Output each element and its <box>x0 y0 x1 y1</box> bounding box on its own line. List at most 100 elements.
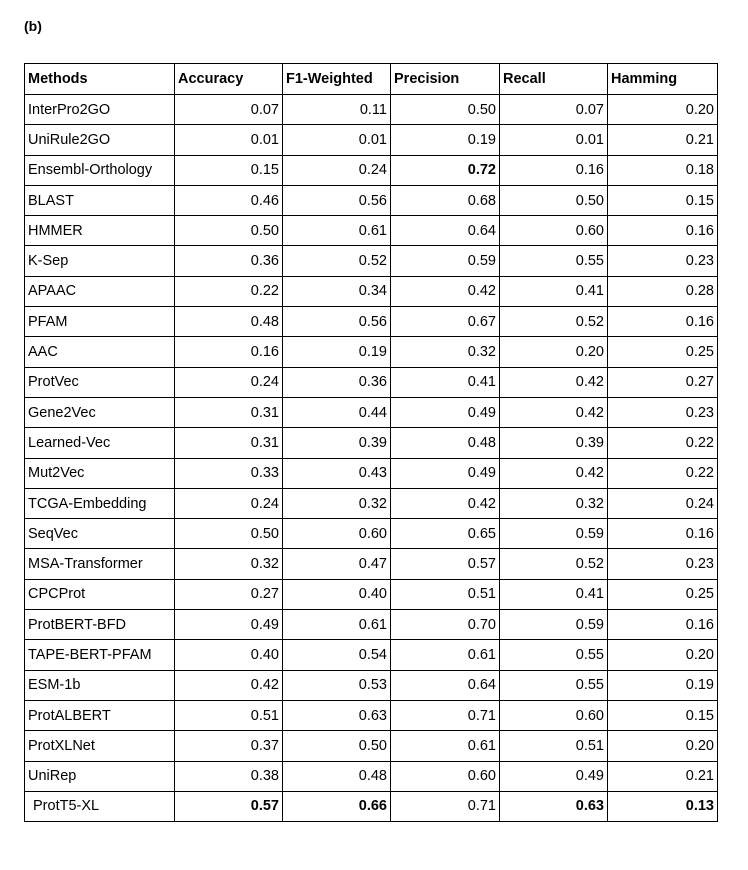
precision-cell: 0.49 <box>390 396 500 429</box>
accuracy-cell: 0.22 <box>174 275 283 308</box>
precision-cell: 0.41 <box>390 366 500 398</box>
accuracy-cell: 0.16 <box>174 336 283 368</box>
precision-cell: 0.60 <box>390 760 500 792</box>
header-recall: Recall <box>499 63 608 95</box>
method-name-cell: MSA-Transformer <box>24 548 175 580</box>
f1-weighted-cell: 0.44 <box>282 396 391 429</box>
header-row: Methods Accuracy F1-Weighted Precision R… <box>24 63 718 95</box>
accuracy-cell: 0.33 <box>174 457 283 489</box>
table-row: SeqVec 0.50 0.60 0.65 0.59 0.16 <box>24 518 718 550</box>
table-row: ESM-1b 0.42 0.53 0.64 0.55 0.19 <box>24 669 718 701</box>
f1-weighted-cell: 0.36 <box>282 366 391 398</box>
f1-weighted-cell: 0.52 <box>282 245 391 277</box>
f1-weighted-cell: 0.24 <box>282 154 391 186</box>
panel-label: (b) <box>24 18 42 34</box>
table-row: K-Sep 0.36 0.52 0.59 0.55 0.23 <box>24 245 718 277</box>
precision-cell: 0.61 <box>390 730 500 762</box>
precision-cell: 0.72 <box>390 154 500 186</box>
recall-cell: 0.49 <box>499 760 608 792</box>
hamming-cell: 0.25 <box>607 336 718 368</box>
method-name-cell: APAAC <box>24 275 175 308</box>
accuracy-cell: 0.32 <box>174 548 283 580</box>
hamming-cell: 0.19 <box>607 669 718 701</box>
accuracy-cell: 0.37 <box>174 730 283 762</box>
precision-cell: 0.70 <box>390 609 500 641</box>
hamming-cell: 0.15 <box>607 184 718 217</box>
precision-cell: 0.65 <box>390 518 500 550</box>
precision-cell: 0.61 <box>390 639 500 671</box>
f1-weighted-cell: 0.50 <box>282 730 391 762</box>
method-name-cell: CPCProt <box>24 578 175 611</box>
table-row: CPCProt 0.27 0.40 0.51 0.41 0.25 <box>24 578 718 611</box>
precision-cell: 0.68 <box>390 184 500 217</box>
precision-cell: 0.42 <box>390 487 500 520</box>
f1-weighted-cell: 0.34 <box>282 275 391 308</box>
precision-cell: 0.19 <box>390 124 500 156</box>
method-name-cell: PFAM <box>24 306 175 338</box>
hamming-cell: 0.18 <box>607 154 718 186</box>
table-row: PFAM 0.48 0.56 0.67 0.52 0.16 <box>24 306 718 338</box>
recall-cell: 0.16 <box>499 154 608 186</box>
hamming-cell: 0.21 <box>607 760 718 792</box>
recall-cell: 0.55 <box>499 245 608 277</box>
method-name-cell: ProtALBERT <box>24 699 175 732</box>
method-name-cell: Mut2Vec <box>24 457 175 489</box>
table-row: UniRep 0.38 0.48 0.60 0.49 0.21 <box>24 760 718 792</box>
method-name-cell: InterPro2GO <box>24 93 175 126</box>
recall-cell: 0.41 <box>499 578 608 611</box>
precision-cell: 0.67 <box>390 306 500 338</box>
hamming-cell: 0.16 <box>607 306 718 338</box>
method-name-cell: K-Sep <box>24 245 175 277</box>
recall-cell: 0.32 <box>499 487 608 520</box>
method-name-cell: UniRule2GO <box>24 124 175 156</box>
recall-cell: 0.20 <box>499 336 608 368</box>
accuracy-cell: 0.40 <box>174 639 283 671</box>
table-row: TAPE-BERT-PFAM 0.40 0.54 0.61 0.55 0.20 <box>24 639 718 671</box>
hamming-cell: 0.23 <box>607 548 718 580</box>
f1-weighted-cell: 0.61 <box>282 609 391 641</box>
table-row: BLAST 0.46 0.56 0.68 0.50 0.15 <box>24 184 718 217</box>
recall-cell: 0.59 <box>499 518 608 550</box>
accuracy-cell: 0.50 <box>174 518 283 550</box>
header-accuracy: Accuracy <box>174 63 283 95</box>
precision-cell: 0.42 <box>390 275 500 308</box>
recall-cell: 0.63 <box>499 790 608 823</box>
accuracy-cell: 0.57 <box>174 790 283 823</box>
table-row: ProtVec 0.24 0.36 0.41 0.42 0.27 <box>24 366 718 398</box>
accuracy-cell: 0.07 <box>174 93 283 126</box>
accuracy-cell: 0.50 <box>174 215 283 247</box>
hamming-cell: 0.27 <box>607 366 718 398</box>
accuracy-cell: 0.42 <box>174 669 283 701</box>
f1-weighted-cell: 0.63 <box>282 699 391 732</box>
recall-cell: 0.55 <box>499 639 608 671</box>
method-name-cell: ProtVec <box>24 366 175 398</box>
recall-cell: 0.52 <box>499 306 608 338</box>
recall-cell: 0.01 <box>499 124 608 156</box>
hamming-cell: 0.16 <box>607 215 718 247</box>
precision-cell: 0.71 <box>390 790 500 823</box>
f1-weighted-cell: 0.19 <box>282 336 391 368</box>
accuracy-cell: 0.31 <box>174 427 283 459</box>
hamming-cell: 0.22 <box>607 457 718 489</box>
hamming-cell: 0.16 <box>607 609 718 641</box>
precision-cell: 0.48 <box>390 427 500 459</box>
recall-cell: 0.07 <box>499 93 608 126</box>
table-row: ProtT5-XL 0.57 0.66 0.71 0.63 0.13 <box>24 790 718 823</box>
accuracy-cell: 0.24 <box>174 487 283 520</box>
precision-cell: 0.64 <box>390 215 500 247</box>
method-name-cell: ProtT5-XL <box>24 790 175 823</box>
hamming-cell: 0.24 <box>607 487 718 520</box>
hamming-cell: 0.22 <box>607 427 718 459</box>
table-row: Gene2Vec 0.31 0.44 0.49 0.42 0.23 <box>24 396 718 429</box>
table-row: Learned-Vec 0.31 0.39 0.48 0.39 0.22 <box>24 427 718 459</box>
method-name-cell: HMMER <box>24 215 175 247</box>
table-row: ProtXLNet 0.37 0.50 0.61 0.51 0.20 <box>24 730 718 762</box>
hamming-cell: 0.21 <box>607 124 718 156</box>
hamming-cell: 0.15 <box>607 699 718 732</box>
recall-cell: 0.42 <box>499 366 608 398</box>
recall-cell: 0.50 <box>499 184 608 217</box>
f1-weighted-cell: 0.66 <box>282 790 391 823</box>
precision-cell: 0.57 <box>390 548 500 580</box>
recall-cell: 0.60 <box>499 215 608 247</box>
f1-weighted-cell: 0.56 <box>282 184 391 217</box>
